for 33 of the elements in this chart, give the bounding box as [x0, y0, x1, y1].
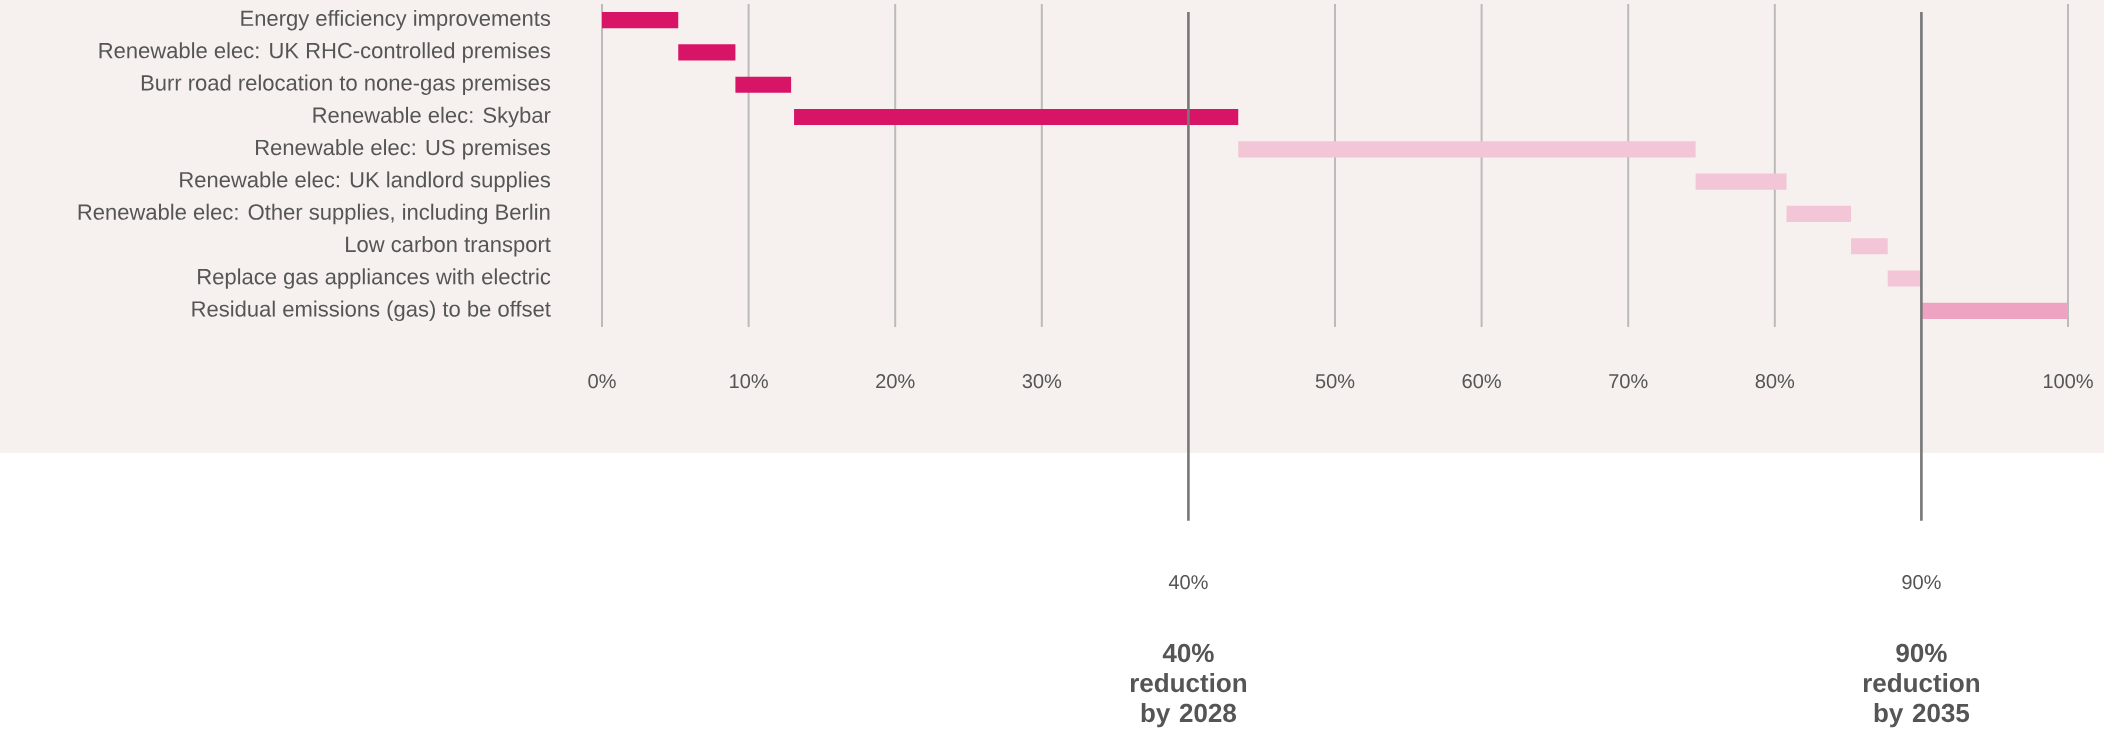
bar — [794, 108, 1239, 126]
bar — [1887, 270, 1922, 287]
bar — [1786, 205, 1852, 223]
ref-line-label: 90% — [1902, 575, 1941, 590]
y-tick-label: Low carbon transport — [346, 236, 551, 257]
y-tick-label: Burr road relocation to none-gas premises — [141, 74, 551, 95]
x-tick-label: 80% — [1755, 374, 1795, 389]
ref-line-label: 40% — [1168, 575, 1208, 590]
x-tick-label: 30% — [1022, 374, 1062, 389]
y-tick-label: Renewable elec: US premises — [256, 139, 551, 160]
text: 90% reduction by 2035 — [1863, 643, 1980, 728]
bar — [1851, 238, 1888, 255]
bar — [735, 76, 792, 93]
y-tick-label: Residual emissions (gas) to be offset — [192, 300, 551, 322]
bar — [1238, 141, 1696, 158]
bar — [678, 44, 736, 61]
x-tick-label: 70% — [1609, 374, 1648, 389]
x-tick-label: 0% — [588, 374, 616, 389]
x-tick-label: 10% — [730, 374, 768, 389]
y-tick-label: Renewable elec: UK RHC-controlled premises — [99, 42, 551, 63]
x-tick-label: 20% — [876, 374, 915, 389]
bar — [602, 12, 679, 29]
x-tick-label: 60% — [1462, 374, 1501, 389]
y-tick-label: Renewable elec: Skybar — [313, 106, 551, 128]
y-tick-label: Renewable elec: Other supplies, including Berlin — [78, 203, 550, 225]
x-tick-label: 100% — [2043, 374, 2093, 389]
x-tick-label: 50% — [1315, 374, 1355, 389]
y-tick-label: Replace gas appliances with electric — [198, 268, 551, 289]
bar — [1921, 302, 2068, 319]
y-tick-label: Renewable elec: UK landlord supplies — [180, 171, 551, 192]
bar — [1695, 173, 1787, 190]
y-tick-label: Energy efficiency improvements — [241, 9, 551, 31]
text: 40% reduction by 2028 — [1130, 643, 1247, 728]
